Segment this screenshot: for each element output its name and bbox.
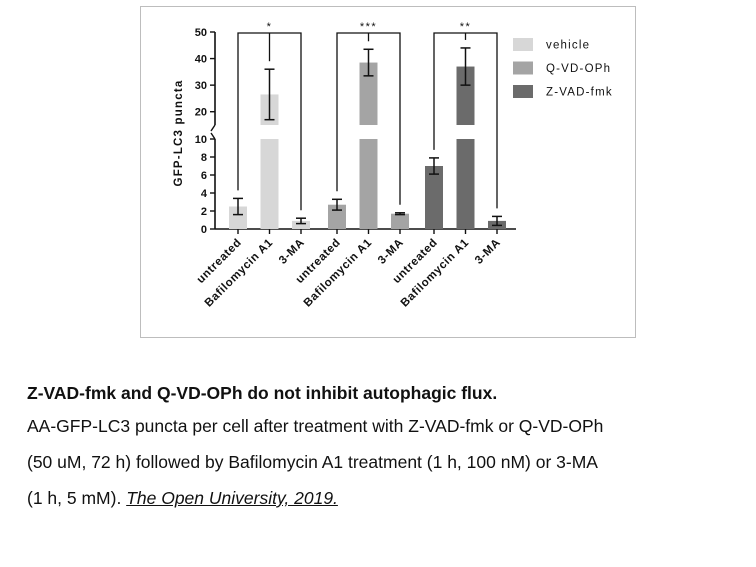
- y-axis-label: GFP-LC3 puncta: [173, 80, 185, 187]
- y-tick-label-20: 20: [195, 107, 207, 119]
- y-tick-label-10: 10: [195, 134, 207, 146]
- y-tick-label-4: 4: [201, 188, 208, 200]
- figure-caption: Z-VAD-fmk and Q-VD-OPh do not inhibit au…: [27, 382, 747, 523]
- bar-0-0: [229, 206, 247, 229]
- bar-1-1-upper: [359, 62, 378, 125]
- y-tick-label-50: 50: [195, 27, 207, 39]
- x-label-0-2: 3-MA: [277, 237, 307, 267]
- caption-line-1: AA-GFP-LC3 puncta per cell after treatme…: [27, 416, 604, 436]
- y-tick-label-8: 8: [201, 152, 207, 164]
- legend-swatch-0: [513, 38, 533, 51]
- legend-label-1: Q-VD-OPh: [546, 63, 611, 75]
- axis-break-mark-upper: [210, 124, 216, 132]
- axis-break-mark-lower: [210, 132, 216, 140]
- caption-line-3: (1 h, 5 mM). The Open University, 2019.: [27, 487, 747, 509]
- bar-2-1-upper: [456, 66, 475, 125]
- legend-swatch-1: [513, 61, 533, 75]
- y-tick-label-0: 0: [201, 224, 207, 236]
- bar-1-2: [391, 213, 409, 229]
- significance-label-1: ***: [360, 21, 377, 33]
- bar-0-2: [292, 220, 310, 229]
- x-label-2-2: 3-MA: [473, 237, 503, 267]
- bar-0-1-lower: [260, 139, 279, 229]
- bar-2-1-lower: [456, 139, 475, 229]
- y-tick-label-40: 40: [195, 54, 207, 66]
- y-tick-label-6: 6: [201, 170, 207, 182]
- source-link[interactable]: The Open University, 2019.: [126, 488, 338, 508]
- legend-label-2: Z-VAD-fmk: [546, 87, 613, 99]
- caption-line-2: (50 uM, 72 h) followed by Bafilomycin A1…: [27, 452, 598, 472]
- significance-label-2: **: [460, 21, 472, 33]
- caption-title: Z-VAD-fmk and Q-VD-OPh do not inhibit au…: [27, 383, 498, 403]
- y-tick-label-2: 2: [201, 206, 207, 218]
- significance-label-0: *: [267, 21, 273, 33]
- caption-line-3-text: (1 h, 5 mM).: [27, 488, 127, 508]
- y-tick-label-30: 30: [195, 80, 207, 92]
- bar-1-1-lower: [359, 139, 378, 229]
- legend-swatch-2: [513, 85, 533, 98]
- bar-2-0: [425, 166, 443, 229]
- legend-label-0: vehicle: [546, 40, 590, 52]
- x-label-1-2: 3-MA: [376, 237, 406, 267]
- chart-figure: 0 2 4 6 8 10 20 30 40 50 GFP-LC3 puncta untreated Ba…: [140, 6, 636, 338]
